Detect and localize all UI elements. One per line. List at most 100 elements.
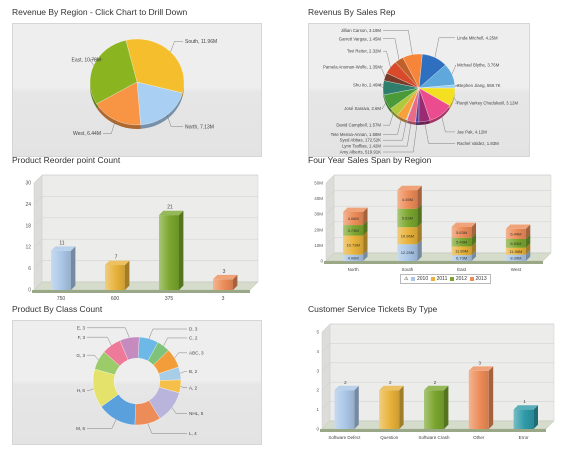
region-pie-plot[interactable]: South, 11.96M North, 7.13M East, 10.78M Wes… xyxy=(12,23,262,157)
gridline xyxy=(325,174,551,184)
leader-line xyxy=(103,120,116,134)
bar-segment xyxy=(505,228,526,239)
leader-line xyxy=(434,37,455,58)
bar-value-label: 7 xyxy=(115,255,118,261)
gridline xyxy=(325,206,551,215)
slice-label: East, 10.78M xyxy=(72,57,101,63)
pie-slice[interactable] xyxy=(136,81,183,126)
bar-value-label: 11 xyxy=(59,240,64,246)
bar-value-label: 10.73M xyxy=(346,243,359,248)
pie-slice[interactable] xyxy=(89,39,138,105)
leader-line xyxy=(453,97,459,104)
bar-side xyxy=(363,220,368,236)
y-tick-label: 50M xyxy=(314,181,323,186)
bar-segment xyxy=(397,227,418,245)
region-pie-chart[interactable]: South, 11.96M North, 7.13M East, 10.78M Wes… xyxy=(13,24,261,156)
legend-label: 2013 xyxy=(475,276,487,282)
bar-value-label: 6.73M xyxy=(456,256,467,261)
leader-line xyxy=(383,38,400,60)
bar xyxy=(513,409,534,429)
slice-label: South, 11.96M xyxy=(185,39,217,45)
tickets-bar-chart: 0 1 2 3 4 5 2 Software Defect 2 Question 2 Software… xyxy=(316,323,555,440)
x-tick-label: Other xyxy=(473,435,485,440)
gridline xyxy=(33,217,258,226)
slice-label: Linda Mitchell, 4.25M xyxy=(457,35,498,40)
bar-side xyxy=(71,246,76,290)
leader-line xyxy=(174,352,187,359)
pie-slice xyxy=(119,336,140,361)
slice-label: David Campbell, 1.57M xyxy=(336,123,381,128)
bar-value-label: 4.06M xyxy=(348,216,359,221)
bar-value-label: 6.94M xyxy=(510,241,521,246)
gridline xyxy=(33,260,258,269)
chart-side-wall xyxy=(33,174,43,291)
gridline xyxy=(321,323,554,333)
bar-value-label: 6.44M xyxy=(510,232,521,237)
bar-segment xyxy=(505,254,526,261)
slice-label: B, 2 xyxy=(189,369,198,374)
leader-line xyxy=(87,354,99,361)
leader-line xyxy=(170,41,183,52)
bar-side xyxy=(363,207,368,226)
gridline xyxy=(33,238,258,248)
chart-title: Product Reorder point Count xyxy=(12,155,121,165)
bar-top xyxy=(424,385,449,391)
y-tick-label: 3 xyxy=(316,368,319,373)
gridline xyxy=(321,343,554,352)
bar-side xyxy=(417,222,422,245)
slice-label: Shu Ito, 2.46M xyxy=(353,82,381,87)
bar-top xyxy=(379,385,404,391)
bar-value-label: 1 xyxy=(523,399,526,404)
y-tick-label: 30 xyxy=(25,181,31,187)
leader-line xyxy=(148,328,187,339)
slice-label: Jae Pak, 4.12M xyxy=(457,129,487,134)
bar-segment xyxy=(343,211,364,226)
bar-value-label: 3 xyxy=(223,269,226,275)
legend-item: 2010 xyxy=(411,276,428,282)
x-tick-label: East xyxy=(457,267,467,272)
bar-side xyxy=(233,274,238,290)
bar-side xyxy=(363,231,368,255)
leader-line xyxy=(383,119,407,141)
y-tick-label: 24 xyxy=(25,202,31,208)
bar xyxy=(379,390,400,429)
slice-label: E, 3 xyxy=(77,325,86,330)
bar-top xyxy=(105,260,130,266)
bar-value-label: 11.96M xyxy=(509,249,522,254)
legend-swatch xyxy=(411,277,416,281)
chart-title: Product By Class Count xyxy=(12,304,103,314)
bar xyxy=(334,390,355,429)
gridline xyxy=(325,190,551,199)
gridline xyxy=(33,174,258,184)
chart-floor-edge xyxy=(324,261,543,264)
y-tick-label: 1 xyxy=(316,407,319,412)
legend-swatch xyxy=(450,277,455,281)
slice-label: C, 2 xyxy=(189,336,198,341)
leader-line xyxy=(147,423,187,434)
slice-label: G, 3 xyxy=(76,353,85,358)
x-tick-label: 600 xyxy=(111,296,120,302)
bar-segment xyxy=(451,237,472,247)
bar-top xyxy=(51,246,76,251)
legend-label: 2011 xyxy=(436,276,448,282)
slice-label: Tete Mensa-Annan, 1.58M xyxy=(331,132,382,137)
bar-side xyxy=(525,224,531,239)
classcount-donut-chart: D, 3 C, 2 ABC, 3 B, 2 A, 2 NHL, 5 L, 4 E, 3 F, 3… xyxy=(76,325,204,436)
bar-side xyxy=(444,385,449,429)
leader-line xyxy=(87,388,94,391)
salesrep-pie-chart: Linda Mitchell, 4.25M Michael Blythe, 3.7… xyxy=(323,28,518,155)
bar-segment xyxy=(451,246,472,256)
slice-label: Jillian Carson, 3.19M xyxy=(341,28,382,33)
leader-line xyxy=(166,114,183,127)
slice-label: F, 3 xyxy=(78,335,86,340)
legend-icon: ⚠ xyxy=(404,276,409,282)
slice-label: Ranjit Varkey Chudukatil, 3.12M xyxy=(457,101,518,106)
bar-value-label: 2 xyxy=(389,380,392,385)
bar-side xyxy=(471,222,477,238)
bar-segment xyxy=(397,208,418,228)
x-tick-label: 3 xyxy=(222,296,225,302)
slice-label: NHL, 5 xyxy=(189,411,204,416)
bar-top xyxy=(468,366,494,371)
bar xyxy=(424,390,444,429)
bar-value-label: 4.45M xyxy=(402,197,413,202)
